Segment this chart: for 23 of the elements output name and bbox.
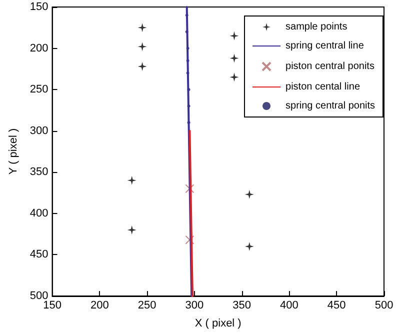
x-tick-label: 500 xyxy=(374,300,394,312)
y-tick-label: 250 xyxy=(30,84,48,96)
y-tick-label: 150 xyxy=(30,1,48,13)
legend-label: piston central ponits xyxy=(286,61,374,72)
x-tick-label: 300 xyxy=(185,300,204,312)
x-tick-label: 250 xyxy=(138,300,156,312)
x-tick-label: 200 xyxy=(90,300,109,312)
y-tick-label: 300 xyxy=(30,124,48,137)
y-tick-label: 200 xyxy=(30,42,48,54)
x-tick-label: 150 xyxy=(43,300,62,312)
y-axis-title: Y ( pixel ) xyxy=(8,128,20,175)
x-tick-label: 350 xyxy=(232,300,251,312)
y-tick-label: 400 xyxy=(30,207,48,220)
legend-label: sample points xyxy=(286,22,348,32)
y-tick-label: 500 xyxy=(30,290,48,302)
y-tick-label: 450 xyxy=(30,248,48,261)
legend-label: spring central line xyxy=(286,40,364,52)
x-tick-label: 450 xyxy=(327,300,346,312)
legend-label: piston cental line xyxy=(286,82,360,92)
y-tick-label: 350 xyxy=(30,166,48,178)
x-axis-title: X ( pixel ) xyxy=(194,318,242,330)
x-tick-label: 400 xyxy=(280,300,298,312)
legend-label: spring central ponits xyxy=(286,100,376,112)
